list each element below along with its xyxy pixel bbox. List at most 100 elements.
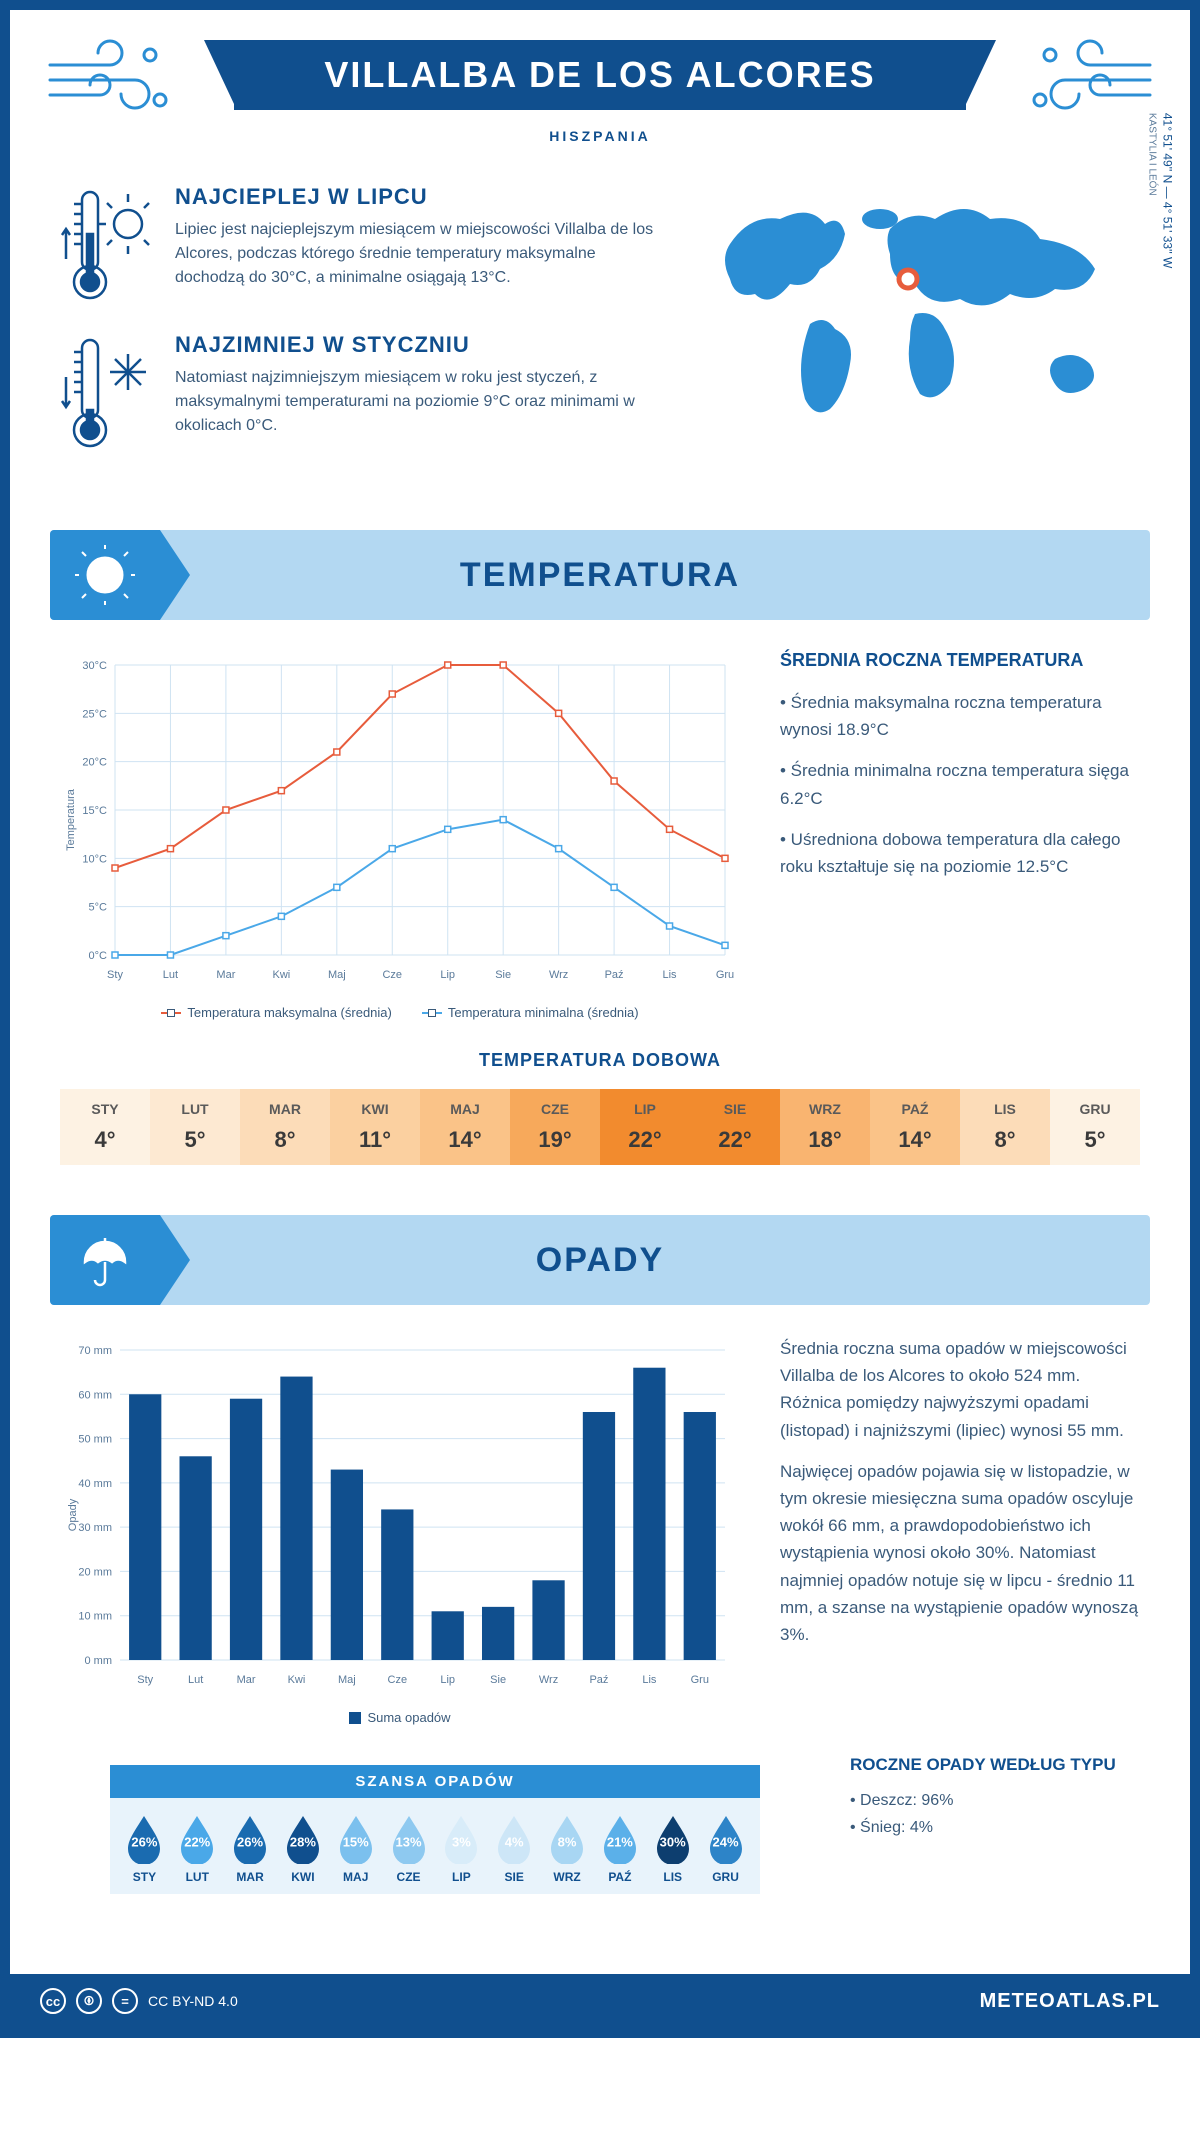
temp-bullet: • Średnia maksymalna roczna temperatura … — [780, 689, 1140, 743]
svg-text:30°C: 30°C — [82, 660, 107, 672]
daily-temp-cell: KWI11° — [330, 1089, 420, 1165]
world-map: 41° 51' 49'' N — 4° 51' 33'' W KASTYLIA … — [700, 184, 1140, 480]
svg-text:60 mm: 60 mm — [78, 1389, 112, 1401]
cold-block: NAJZIMNIEJ W STYCZNIU Natomiast najzimni… — [60, 332, 660, 452]
svg-text:30 mm: 30 mm — [78, 1522, 112, 1534]
sun-icon — [50, 530, 160, 620]
chance-cell: 24%GRU — [699, 1814, 752, 1884]
svg-text:Cze: Cze — [382, 969, 402, 981]
precip-chart: 0 mm10 mm20 mm30 mm40 mm50 mm60 mm70 mmS… — [60, 1335, 740, 1725]
temp-chart: 0°C5°C10°C15°C20°C25°C30°CStyLutMarKwiMa… — [60, 650, 740, 1020]
precip-side: Średnia roczna suma opadów w miejscowośc… — [780, 1335, 1140, 1725]
cc-icon: cc — [40, 1988, 66, 2014]
temp-bullet: • Średnia minimalna roczna temperatura s… — [780, 757, 1140, 811]
chance-cell: 22%LUT — [171, 1814, 224, 1884]
intro-section: NAJCIEPLEJ W LIPCU Lipiec jest najcieple… — [10, 164, 1190, 510]
chance-box: SZANSA OPADÓW 26%STY22%LUT26%MAR28%KWI15… — [110, 1765, 760, 1894]
precip-legend: Suma opadów — [60, 1710, 740, 1725]
daily-temp-title: TEMPERATURA DOBOWA — [60, 1050, 1140, 1071]
svg-text:10°C: 10°C — [82, 853, 107, 865]
daily-temp-cell: GRU5° — [1050, 1089, 1140, 1165]
precip-section-header: OPADY — [50, 1215, 1150, 1305]
page: VILLALBA DE LOS ALCORES HISZPANIA — [0, 0, 1200, 2038]
svg-text:Paź: Paź — [589, 1674, 608, 1686]
svg-text:Paź: Paź — [605, 969, 624, 981]
svg-text:Sty: Sty — [107, 969, 123, 981]
svg-text:10 mm: 10 mm — [78, 1611, 112, 1623]
daily-temp-cell: WRZ18° — [780, 1089, 870, 1165]
precip-p2: Najwięcej opadów pojawia się w listopadz… — [780, 1458, 1140, 1648]
svg-text:Sie: Sie — [490, 1674, 506, 1686]
svg-text:0 mm: 0 mm — [85, 1655, 113, 1667]
legend-min: Temperatura minimalna (średnia) — [448, 1005, 639, 1020]
svg-text:Sty: Sty — [137, 1674, 153, 1686]
svg-text:Lip: Lip — [440, 1674, 455, 1686]
chance-cell: 30%LIS — [646, 1814, 699, 1884]
coords-value: 41° 51' 49'' N — 4° 51' 33'' W — [1160, 113, 1174, 268]
precip-type-title: ROCZNE OPADY WEDŁUG TYPU — [850, 1755, 1116, 1775]
svg-text:25°C: 25°C — [82, 708, 107, 720]
chance-cell: 13%CZE — [382, 1814, 435, 1884]
wind-icon-left — [40, 35, 180, 125]
chance-cell: 28%KWI — [276, 1814, 329, 1884]
site-name: METEOATLAS.PL — [980, 1990, 1160, 2013]
svg-text:Mar: Mar — [237, 1674, 256, 1686]
wind-icon-right — [1020, 35, 1160, 125]
chance-cell: 15%MAJ — [329, 1814, 382, 1884]
svg-text:50 mm: 50 mm — [78, 1434, 112, 1446]
svg-text:Wrz: Wrz — [549, 969, 568, 981]
svg-text:70 mm: 70 mm — [78, 1345, 112, 1357]
daily-temp-cell: PAŹ14° — [870, 1089, 960, 1165]
svg-text:20 mm: 20 mm — [78, 1566, 112, 1578]
page-title: VILLALBA DE LOS ALCORES — [234, 40, 965, 110]
temp-section-header: TEMPERATURA — [50, 530, 1150, 620]
legend-max: Temperatura maksymalna (średnia) — [187, 1005, 391, 1020]
hot-title: NAJCIEPLEJ W LIPCU — [175, 184, 660, 210]
chance-cell: 4%SIE — [488, 1814, 541, 1884]
daily-temp-cell: CZE19° — [510, 1089, 600, 1165]
svg-text:Lis: Lis — [663, 969, 678, 981]
svg-text:Maj: Maj — [338, 1674, 356, 1686]
thermometer-hot-icon — [60, 184, 155, 304]
daily-temp-cell: SIE22° — [690, 1089, 780, 1165]
svg-text:Gru: Gru — [716, 969, 734, 981]
region-label: KASTYLIA I LEÓN — [1146, 113, 1157, 196]
temp-side-title: ŚREDNIA ROCZNA TEMPERATURA — [780, 650, 1140, 671]
precip-type-item: • Śnieg: 4% — [850, 1814, 1116, 1841]
precip-title: OPADY — [536, 1241, 664, 1280]
chance-cell: 26%MAR — [224, 1814, 277, 1884]
svg-text:Temperatura: Temperatura — [65, 788, 77, 851]
svg-text:Cze: Cze — [388, 1674, 408, 1686]
svg-text:15°C: 15°C — [82, 805, 107, 817]
daily-temp-cell: MAJ14° — [420, 1089, 510, 1165]
svg-text:Lis: Lis — [642, 1674, 657, 1686]
svg-text:Mar: Mar — [216, 969, 235, 981]
umbrella-icon — [50, 1215, 160, 1305]
chance-title: SZANSA OPADÓW — [110, 1765, 760, 1798]
precip-type: ROCZNE OPADY WEDŁUG TYPU • Deszcz: 96%• … — [850, 1755, 1116, 1841]
cold-title: NAJZIMNIEJ W STYCZNIU — [175, 332, 660, 358]
svg-text:Lut: Lut — [163, 969, 178, 981]
nd-icon: = — [112, 1988, 138, 2014]
svg-text:Lip: Lip — [440, 969, 455, 981]
daily-temp-cell: LIS8° — [960, 1089, 1050, 1165]
precip-p1: Średnia roczna suma opadów w miejscowośc… — [780, 1335, 1140, 1444]
svg-text:0°C: 0°C — [89, 950, 108, 962]
svg-text:Sie: Sie — [495, 969, 511, 981]
svg-text:Opady: Opady — [67, 1498, 79, 1531]
temp-title: TEMPERATURA — [460, 556, 740, 595]
chance-cell: 21%PAŹ — [593, 1814, 646, 1884]
legend-precip: Suma opadów — [367, 1710, 450, 1725]
cold-text: Natomiast najzimniejszym miesiącem w rok… — [175, 366, 660, 438]
temp-legend: Temperatura maksymalna (średnia) Tempera… — [60, 1005, 740, 1020]
chance-cell: 26%STY — [118, 1814, 171, 1884]
chance-cell: 3%LIP — [435, 1814, 488, 1884]
header: VILLALBA DE LOS ALCORES HISZPANIA — [10, 10, 1190, 164]
svg-text:Kwi: Kwi — [288, 1674, 306, 1686]
temp-side: ŚREDNIA ROCZNA TEMPERATURA • Średnia mak… — [780, 650, 1140, 1020]
daily-temp-cell: STY4° — [60, 1089, 150, 1165]
precip-type-item: • Deszcz: 96% — [850, 1787, 1116, 1814]
license-text: CC BY-ND 4.0 — [148, 1993, 238, 2009]
svg-text:Lut: Lut — [188, 1674, 203, 1686]
daily-temp-cell: LIP22° — [600, 1089, 690, 1165]
